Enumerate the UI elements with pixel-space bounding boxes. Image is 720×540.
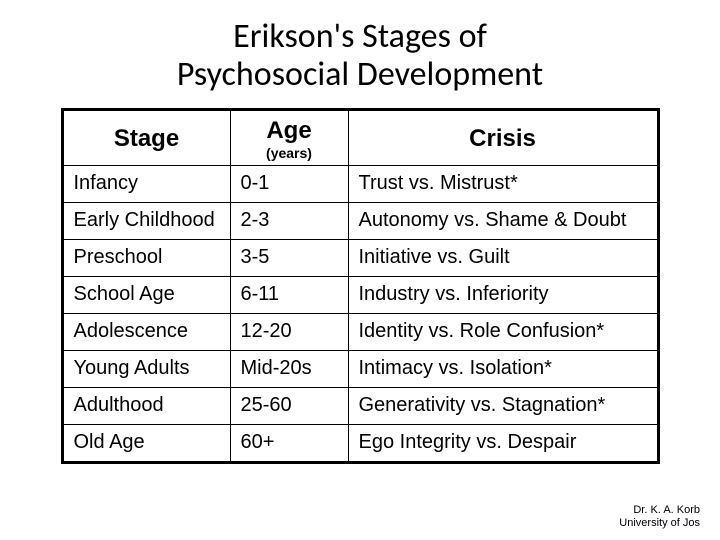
cell-stage: Adulthood xyxy=(62,387,230,424)
col-header-crisis: Crisis xyxy=(348,110,658,166)
cell-stage: Early Childhood xyxy=(62,202,230,239)
cell-age: 60+ xyxy=(230,424,348,462)
cell-age: 3-5 xyxy=(230,239,348,276)
cell-crisis: Identity vs. Role Confusion* xyxy=(348,313,658,350)
stages-table: Stage Age (years) Crisis Infancy 0-1 Tru… xyxy=(61,108,660,464)
title-line-1: Erikson's Stages of xyxy=(233,16,487,57)
table-row: Young Adults Mid-20s Intimacy vs. Isolat… xyxy=(62,350,658,387)
cell-age: 6-11 xyxy=(230,276,348,313)
title-line-2: Psychosocial Development xyxy=(177,54,543,95)
table-row: Adolescence 12-20 Identity vs. Role Conf… xyxy=(62,313,658,350)
cell-stage: School Age xyxy=(62,276,230,313)
table-row: School Age 6-11 Industry vs. Inferiority xyxy=(62,276,658,313)
slide-title: Erikson's Stages of Psychosocial Develop… xyxy=(0,18,720,94)
table-header-row: Stage Age (years) Crisis xyxy=(62,110,658,166)
slide: Erikson's Stages of Psychosocial Develop… xyxy=(0,0,720,540)
col-header-age-main: Age xyxy=(266,117,311,144)
cell-age: Mid-20s xyxy=(230,350,348,387)
cell-crisis: Initiative vs. Guilt xyxy=(348,239,658,276)
cell-stage: Preschool xyxy=(62,239,230,276)
cell-crisis: Industry vs. Inferiority xyxy=(348,276,658,313)
footer-line-2: University of Jos xyxy=(619,517,700,529)
cell-stage: Infancy xyxy=(62,165,230,202)
footer-line-1: Dr. K. A. Korb xyxy=(633,504,700,516)
cell-crisis: Ego Integrity vs. Despair xyxy=(348,424,658,462)
cell-crisis: Generativity vs. Stagnation* xyxy=(348,387,658,424)
cell-crisis: Trust vs. Mistrust* xyxy=(348,165,658,202)
table-row: Adulthood 25-60 Generativity vs. Stagnat… xyxy=(62,387,658,424)
table-row: Old Age 60+ Ego Integrity vs. Despair xyxy=(62,424,658,462)
cell-age: 2-3 xyxy=(230,202,348,239)
footer-credit: Dr. K. A. Korb University of Jos xyxy=(619,504,700,530)
col-header-age: Age (years) xyxy=(230,110,348,166)
cell-stage: Old Age xyxy=(62,424,230,462)
cell-stage: Young Adults xyxy=(62,350,230,387)
cell-crisis: Intimacy vs. Isolation* xyxy=(348,350,658,387)
cell-crisis: Autonomy vs. Shame & Doubt xyxy=(348,202,658,239)
table-row: Preschool 3-5 Initiative vs. Guilt xyxy=(62,239,658,276)
table-row: Infancy 0-1 Trust vs. Mistrust* xyxy=(62,165,658,202)
table-row: Early Childhood 2-3 Autonomy vs. Shame &… xyxy=(62,202,658,239)
cell-stage: Adolescence xyxy=(62,313,230,350)
cell-age: 0-1 xyxy=(230,165,348,202)
col-header-stage: Stage xyxy=(62,110,230,166)
col-header-age-sub: (years) xyxy=(241,145,338,161)
cell-age: 25-60 xyxy=(230,387,348,424)
cell-age: 12-20 xyxy=(230,313,348,350)
